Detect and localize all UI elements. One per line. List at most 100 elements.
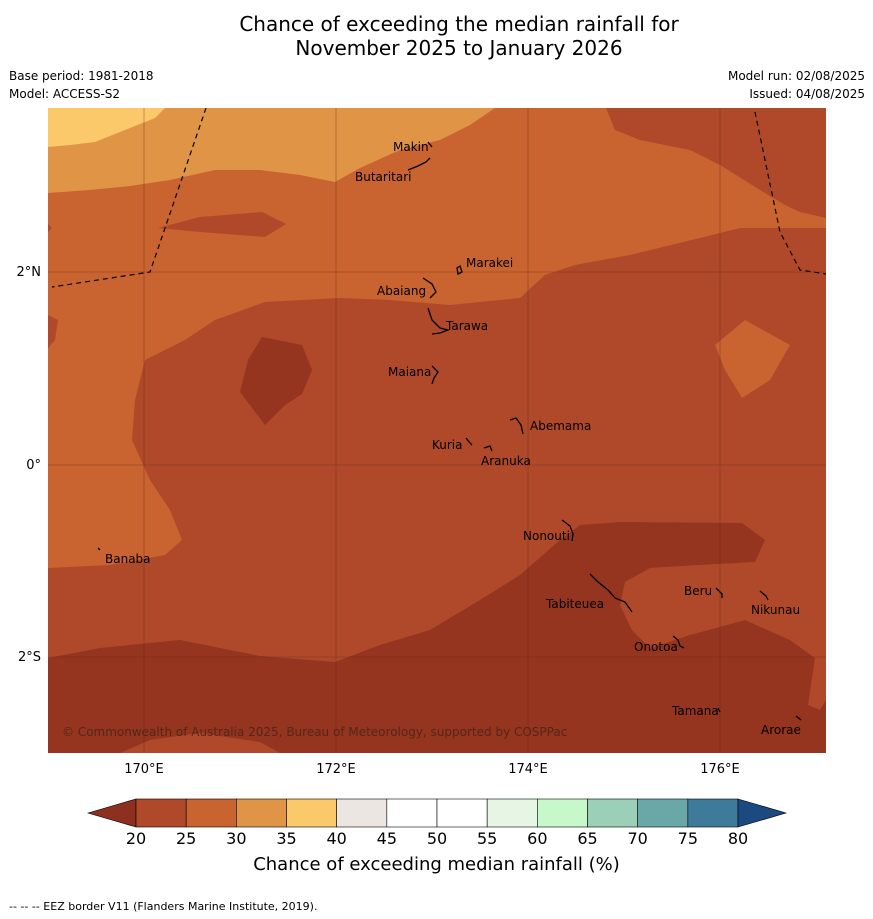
island-outline-tabiteuea bbox=[589, 573, 633, 613]
island-outlines bbox=[97, 141, 802, 721]
island-outline-arorae bbox=[795, 715, 802, 721]
island-label-makin: Makin bbox=[393, 140, 429, 154]
colorbar-tick-label: 25 bbox=[176, 829, 196, 848]
island-outline-makin bbox=[427, 141, 433, 148]
island-outline-kuria bbox=[465, 437, 473, 446]
island-label-abemama: Abemama bbox=[530, 419, 591, 433]
colorbar-cell bbox=[185, 798, 237, 828]
colorbar-over-triangle bbox=[737, 798, 788, 828]
colorbar-tick-label: 65 bbox=[577, 829, 597, 848]
colorbar-cells bbox=[135, 798, 739, 828]
colorbar-cell bbox=[135, 798, 187, 828]
left-metadata: Base period: 1981-2018 Model: ACCESS-S2 bbox=[9, 67, 154, 103]
colorbar-cell bbox=[537, 798, 588, 828]
colorbar-tick-label: 75 bbox=[678, 829, 698, 848]
island-outline-abaiang bbox=[422, 277, 437, 299]
island-label-butaritari: Butaritari bbox=[355, 170, 412, 184]
colorbar: 20 25 30 35 40 45 50 55 60 65 70 75 80 bbox=[86, 798, 788, 848]
island-label-aranuka: Aranuka bbox=[481, 454, 531, 468]
island-label-arorae: Arorae bbox=[761, 723, 801, 737]
colorbar-tick-labels: 20 25 30 35 40 45 50 55 60 65 70 75 80 bbox=[126, 829, 748, 848]
x-tick-176e: 176°E bbox=[700, 762, 740, 777]
colorbar-tick-label: 45 bbox=[377, 829, 397, 848]
eez-border bbox=[51, 108, 826, 288]
y-tick-2n: 2°N bbox=[17, 265, 42, 280]
island-label-maiana: Maiana bbox=[388, 365, 431, 379]
region-15-20-small-blob bbox=[240, 337, 312, 425]
region-30-35 bbox=[48, 108, 495, 193]
colorbar-under-triangle bbox=[86, 798, 137, 828]
base-period-text: Base period: 1981-2018 bbox=[9, 69, 154, 83]
island-label-tabiteuea: Tabiteuea bbox=[545, 597, 604, 611]
island-outline-marakei bbox=[456, 264, 463, 275]
colorbar-tick-label: 40 bbox=[326, 829, 346, 848]
island-label-marakei: Marakei bbox=[466, 256, 513, 270]
colorbar-tick-label: 70 bbox=[627, 829, 647, 848]
region-20-25-bottom bbox=[120, 733, 280, 753]
island-label-abaiang: Abaiang bbox=[377, 284, 426, 298]
island-outline-abemama bbox=[509, 417, 524, 435]
island-labels: Makin Butaritari Marakei Abaiang Tarawa … bbox=[105, 140, 801, 737]
colorbar-tick-label: 30 bbox=[226, 829, 246, 848]
title-line-1: Chance of exceeding the median rainfall … bbox=[239, 12, 679, 36]
island-outline-nonouti bbox=[561, 519, 574, 542]
island-outline-tamana bbox=[717, 707, 721, 713]
region-15-20-south bbox=[48, 522, 826, 753]
region-20-25-strip bbox=[158, 212, 286, 237]
island-outline-aranuka bbox=[483, 445, 493, 452]
region-20-25-top-right bbox=[606, 108, 826, 218]
model-text: Model: ACCESS-S2 bbox=[9, 87, 121, 101]
eez-border-east bbox=[754, 111, 826, 275]
island-label-kuria: Kuria bbox=[432, 438, 463, 452]
colorbar-cell bbox=[637, 798, 689, 828]
colorbar-cell bbox=[687, 798, 739, 828]
colorbar-cell bbox=[486, 798, 538, 828]
colorbar-label: Chance of exceeding median rainfall (%) bbox=[253, 854, 620, 875]
model-run-text: Model run: 02/08/2025 bbox=[727, 69, 865, 83]
colorbar-cell bbox=[336, 798, 388, 828]
island-label-tarawa: Tarawa bbox=[445, 319, 488, 333]
copyright-text: © Commonwealth of Australia 2025, Bureau… bbox=[62, 725, 567, 739]
region-25-30-right-blob bbox=[715, 320, 790, 398]
island-label-banaba: Banaba bbox=[105, 552, 151, 566]
island-outline-onotoa bbox=[672, 635, 685, 649]
x-tick-172e: 172°E bbox=[316, 762, 356, 777]
y-tick-0: 0° bbox=[26, 458, 41, 473]
x-tick-174e: 174°E bbox=[508, 762, 548, 777]
eez-legend-footer: -- -- -- EEZ border V11 (Flanders Marine… bbox=[9, 900, 318, 913]
chart-title: Chance of exceeding the median rainfall … bbox=[0, 12, 873, 60]
island-label-onotoa: Onotoa bbox=[634, 640, 678, 654]
island-label-nikunau: Nikunau bbox=[751, 603, 800, 617]
x-tick-170e: 170°E bbox=[124, 762, 164, 777]
colorbar-tick-label: 35 bbox=[276, 829, 296, 848]
island-label-beru: Beru bbox=[684, 584, 712, 598]
eez-border-west bbox=[51, 108, 207, 288]
colorbar-tick-label: 20 bbox=[126, 829, 146, 848]
island-label-nonouti: Nonouti bbox=[523, 529, 570, 543]
colorbar-tick-label: 50 bbox=[427, 829, 447, 848]
island-outline-nikunau bbox=[759, 590, 769, 601]
issued-text: Issued: 04/08/2025 bbox=[749, 87, 865, 101]
colorbar-tick-label: 55 bbox=[477, 829, 497, 848]
colorbar-cell bbox=[286, 798, 337, 828]
island-outline-banaba bbox=[97, 547, 101, 551]
colorbar-cell bbox=[436, 798, 488, 828]
island-outline-maiana bbox=[431, 365, 439, 385]
right-metadata: Model run: 02/08/2025 Issued: 04/08/2025 bbox=[728, 67, 865, 103]
y-tick-2s: 2°S bbox=[18, 650, 41, 665]
title-line-2: November 2025 to January 2026 bbox=[295, 36, 623, 60]
island-outline-beru bbox=[715, 587, 723, 598]
colorbar-tick-label: 60 bbox=[527, 829, 547, 848]
island-outline-butaritari bbox=[407, 157, 431, 171]
colorbar-tick-label: 80 bbox=[728, 829, 748, 848]
island-label-tamana: Tamana bbox=[671, 704, 719, 718]
colorbar-cell bbox=[236, 798, 287, 828]
colorbar-cell bbox=[386, 798, 438, 828]
axis-labels: 170°E 172°E 174°E 176°E 2°N 0° 2°S bbox=[17, 265, 740, 777]
region-20-25-pocket bbox=[620, 562, 790, 648]
region-35-40 bbox=[48, 108, 165, 147]
region-20-25-left-edge bbox=[48, 224, 58, 348]
map-area: Makin Butaritari Marakei Abaiang Tarawa … bbox=[48, 108, 826, 753]
island-outline-tarawa bbox=[427, 307, 451, 335]
